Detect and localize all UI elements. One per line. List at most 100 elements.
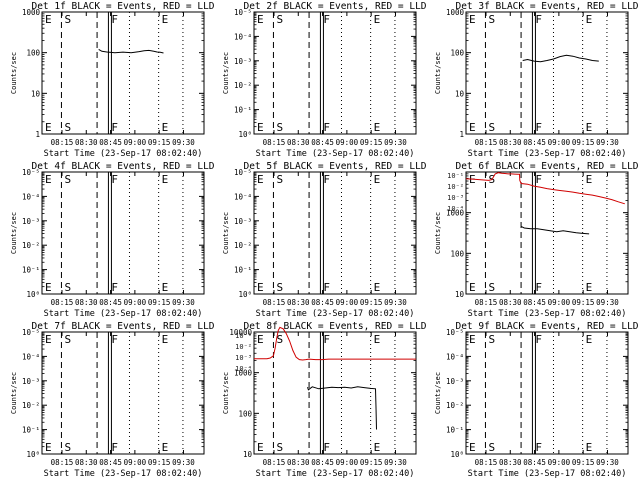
x-tick-label: 09:15 xyxy=(148,138,171,147)
y-tick-label: 1 xyxy=(35,130,40,139)
y-tick-label: 10⁻⁵ xyxy=(234,8,252,17)
plot-frame xyxy=(41,171,205,295)
y-tick-label: 1000 xyxy=(446,8,465,17)
marker-label: E xyxy=(469,121,476,134)
x-axis-label: Start Time (23-Sep-17 08:02:40) xyxy=(256,309,415,319)
x-axis-label: Start Time (23-Sep-17 08:02:40) xyxy=(44,469,203,479)
marker-label: F xyxy=(323,13,330,26)
chart-panel-6: Det 6f BLACK = Events, RED = LLD Counts/s… xyxy=(434,161,639,319)
marker-label: S xyxy=(276,121,283,134)
marker-label: F xyxy=(323,121,330,134)
x-tick-label: 09:15 xyxy=(148,298,171,307)
marker-label: F xyxy=(535,173,542,186)
y-axis-label: Counts/sec xyxy=(222,52,230,94)
chart-panel-7: Det 7f BLACK = Events, RED = LLD Counts/s… xyxy=(10,321,215,479)
y-tick-label: 10⁻³ xyxy=(22,217,40,226)
chart-title: Det 1f BLACK = Events, RED = LLD xyxy=(31,1,214,12)
y-tick-label: 10⁻¹ xyxy=(22,426,40,435)
marker-label: E xyxy=(162,333,169,346)
chart-panel-3: Det 3f BLACK = Events, RED = LLD Counts/s… xyxy=(434,1,639,159)
y-tick-label: 10⁻⁴ xyxy=(22,352,40,361)
y-tick-label: 100 xyxy=(238,409,252,418)
series-line xyxy=(522,54,599,63)
x-tick-label: 08:45 xyxy=(99,458,122,467)
x-tick-label: 08:45 xyxy=(523,298,546,307)
series-line xyxy=(98,48,164,54)
y-tick-label: 100 xyxy=(450,49,464,58)
chart-title: Det 9f BLACK = Events, RED = LLD xyxy=(455,321,638,332)
marker-label: S xyxy=(276,441,283,454)
x-tick-label: 09:15 xyxy=(572,298,595,307)
x-tick-label: 09:30 xyxy=(596,458,619,467)
marker-label: S xyxy=(276,173,283,186)
x-tick-label: 09:30 xyxy=(596,298,619,307)
x-tick-label: 08:15 xyxy=(263,298,286,307)
x-tick-label: 09:30 xyxy=(384,458,407,467)
y-tick-label-exponent: 10⁻³ xyxy=(235,354,252,362)
y-tick-label: 10⁻⁵ xyxy=(22,168,40,177)
x-axis-label: Start Time (23-Sep-17 08:02:40) xyxy=(468,309,627,319)
marker-label: E xyxy=(257,441,264,454)
x-axis-label: Start Time (23-Sep-17 08:02:40) xyxy=(256,149,415,159)
marker-label: S xyxy=(64,173,71,186)
marker-label: S xyxy=(488,333,495,346)
x-tick-label: 08:30 xyxy=(287,458,310,467)
marker-label: S xyxy=(488,13,495,26)
x-tick-label: 09:15 xyxy=(360,298,383,307)
marker-label: E xyxy=(257,173,264,186)
chart-panel-8: Det 8f BLACK = Events, RED = LLD Counts/s… xyxy=(222,321,427,479)
y-tick-label: 10⁻¹ xyxy=(234,266,252,275)
x-tick-label: 08:30 xyxy=(499,138,522,147)
x-tick-label: 08:30 xyxy=(499,458,522,467)
x-axis-label: Start Time (23-Sep-17 08:02:40) xyxy=(468,149,627,159)
x-tick-label: 08:15 xyxy=(51,138,74,147)
marker-label: E xyxy=(374,13,381,26)
marker-label: E xyxy=(257,281,264,294)
marker-label: E xyxy=(586,441,593,454)
y-tick-label-exponent: 10⁻² xyxy=(447,183,464,191)
marker-label: E xyxy=(586,333,593,346)
y-tick-label: 10⁻⁴ xyxy=(22,192,40,201)
marker-label: E xyxy=(257,333,264,346)
y-tick-label: 10⁻¹ xyxy=(22,266,40,275)
marker-label: S xyxy=(276,13,283,26)
chart-panel-4: Det 4f BLACK = Events, RED = LLD Counts/s… xyxy=(10,161,215,319)
y-tick-label: 10⁰ xyxy=(26,450,40,459)
y-tick-label: 10⁻² xyxy=(446,401,464,410)
series-line xyxy=(307,386,377,430)
marker-label: S xyxy=(64,13,71,26)
marker-label: E xyxy=(45,121,52,134)
marker-label: F xyxy=(535,333,542,346)
series-line xyxy=(465,172,625,205)
y-tick-label: 10 xyxy=(455,89,465,98)
y-tick-label: 10⁰ xyxy=(450,450,464,459)
series-line xyxy=(520,225,590,235)
y-tick-label: 1000 xyxy=(234,369,253,378)
y-axis-label: Counts/sec xyxy=(434,372,442,414)
marker-label: E xyxy=(162,441,169,454)
plot-frame xyxy=(253,11,417,135)
y-tick-label-exponent: 10⁻¹ xyxy=(235,332,252,340)
x-tick-label: 09:00 xyxy=(124,298,147,307)
x-axis-label: Start Time (23-Sep-17 08:02:40) xyxy=(256,469,415,479)
x-tick-label: 08:15 xyxy=(51,458,74,467)
x-tick-label: 09:15 xyxy=(572,458,595,467)
x-tick-label: 08:15 xyxy=(51,298,74,307)
y-tick-label: 10000 xyxy=(229,328,252,337)
x-tick-label: 09:30 xyxy=(384,138,407,147)
marker-label: F xyxy=(535,441,542,454)
marker-label: E xyxy=(45,333,52,346)
x-tick-label: 09:15 xyxy=(360,458,383,467)
x-axis-label: Start Time (23-Sep-17 08:02:40) xyxy=(44,149,203,159)
marker-label: F xyxy=(323,173,330,186)
y-tick-label: 10⁻³ xyxy=(234,217,252,226)
x-tick-label: 08:45 xyxy=(523,458,546,467)
y-tick-label-exponent: 10⁻⁴ xyxy=(447,205,464,213)
x-tick-label: 08:45 xyxy=(311,458,334,467)
y-tick-label: 10 xyxy=(455,290,465,299)
y-tick-label: 10⁻⁵ xyxy=(22,328,40,337)
x-tick-label: 08:15 xyxy=(475,138,498,147)
chart-panel-2: Det 2f BLACK = Events, RED = LLD Counts/s… xyxy=(222,1,427,159)
y-tick-label: 10⁻³ xyxy=(234,57,252,66)
x-tick-label: 09:00 xyxy=(124,138,147,147)
